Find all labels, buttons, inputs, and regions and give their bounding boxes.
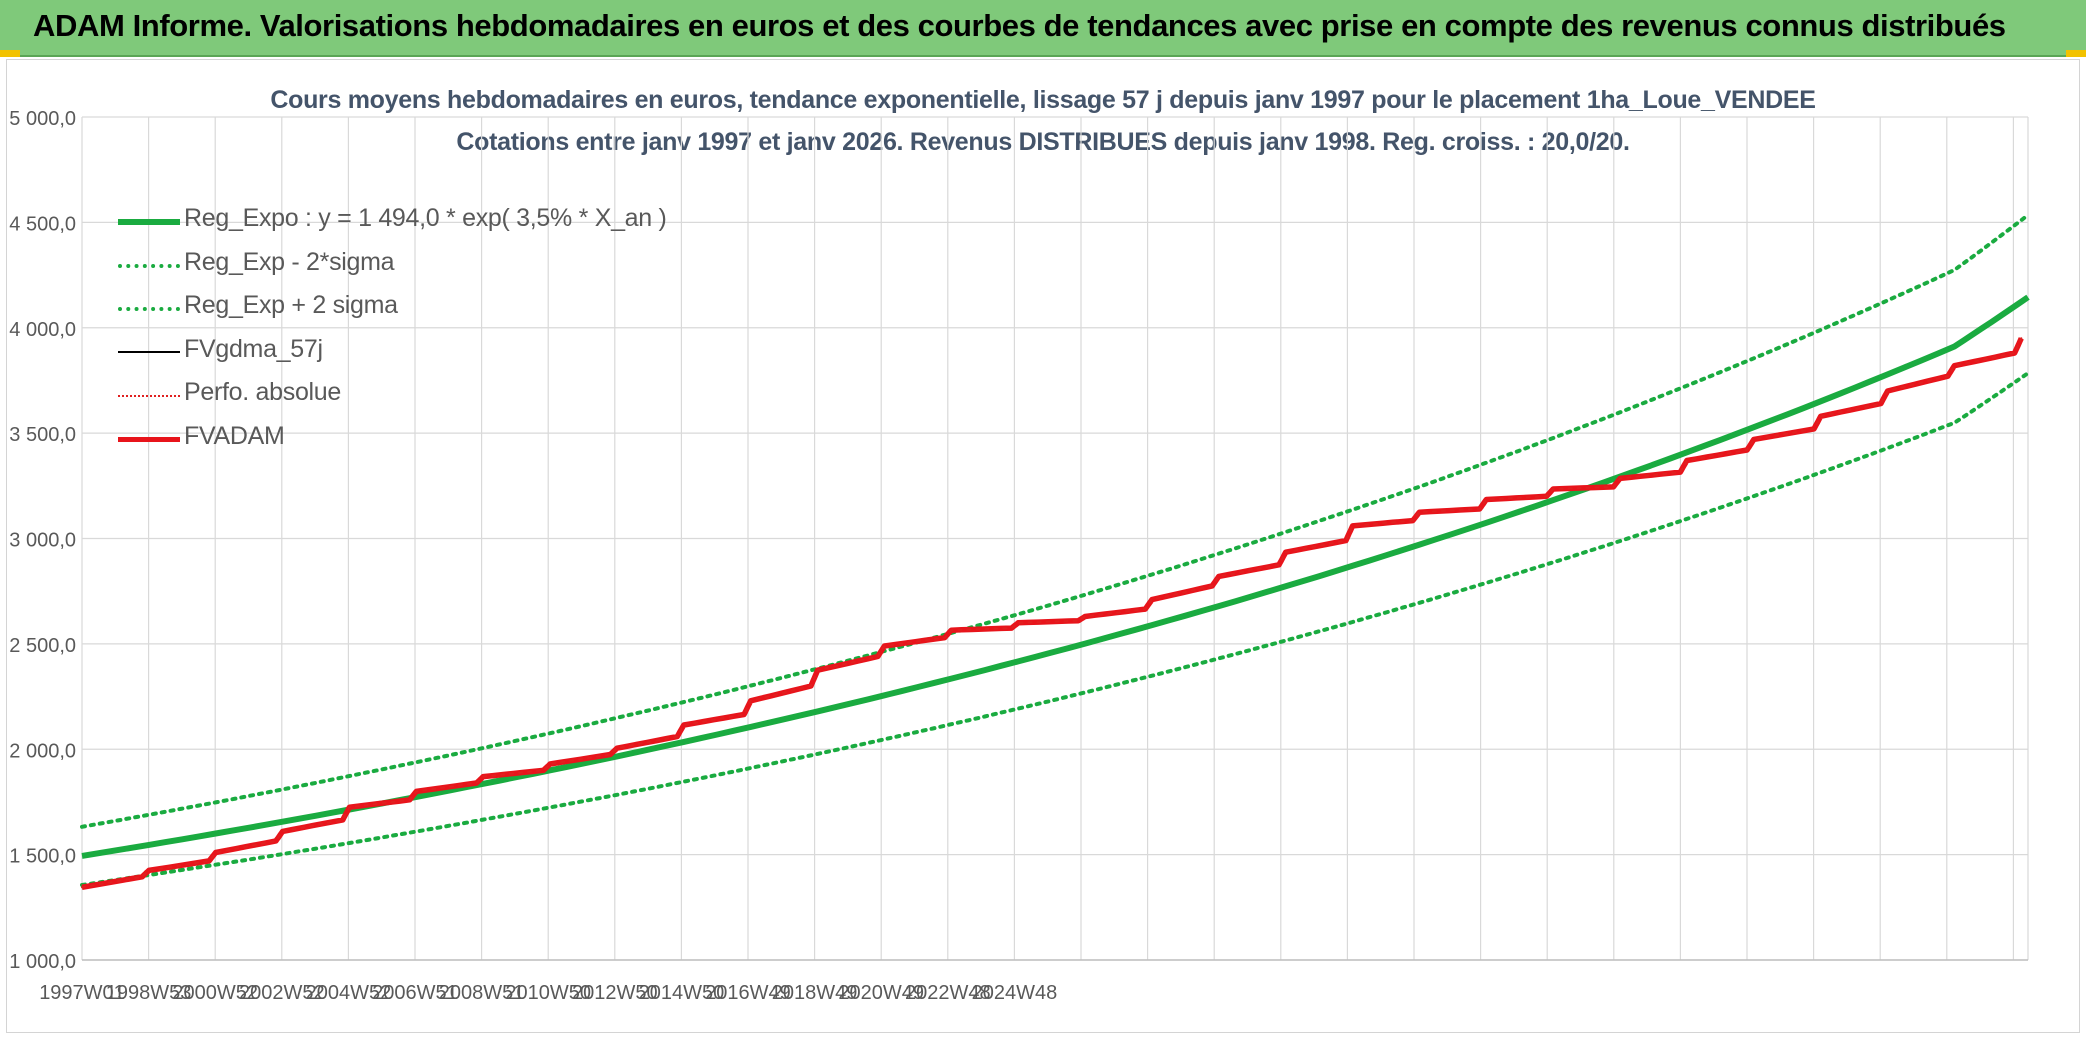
- report-title: ADAM Informe. Valorisations hebdomadaire…: [33, 8, 2006, 43]
- x-tick-label: 2018W49: [772, 982, 858, 1004]
- x-tick-label: 2002W52: [239, 982, 325, 1004]
- x-tick-label: 2008W51: [439, 982, 525, 1004]
- corner-mark-right: [2066, 50, 2086, 57]
- y-tick-label: 5 000,0: [9, 108, 76, 130]
- x-tick-label: 2004W52: [306, 982, 392, 1004]
- legend-swatch: [118, 307, 180, 311]
- fvadam-line: [81, 337, 2024, 891]
- legend-swatch: [118, 263, 180, 268]
- x-tick-label: 2014W50: [639, 982, 725, 1004]
- legend-label: FVgdma_57j: [184, 334, 323, 363]
- x-tick-label: 2024W48: [972, 982, 1058, 1004]
- x-tick-label: 2022W48: [905, 982, 991, 1004]
- legend-label: FVADAM: [184, 421, 285, 450]
- reg-exp-plus-2sigma-line: [80, 213, 2030, 829]
- x-tick-label: 2016W49: [705, 982, 791, 1004]
- corner-mark-left: [0, 50, 20, 57]
- y-tick-label: 4 500,0: [9, 213, 76, 235]
- x-tick-label: 2012W50: [572, 982, 658, 1004]
- reg-expo-line: [81, 294, 2030, 859]
- legend-swatch: [118, 436, 180, 442]
- chart-frame: [6, 59, 2080, 1033]
- reg-exp-minus-2sigma-line: [80, 371, 2030, 887]
- y-tick-label: 2 000,0: [9, 740, 76, 762]
- report-banner: ADAM Informe. Valorisations hebdomadaire…: [0, 0, 2086, 57]
- legend-label: Perfo. absolue: [184, 378, 342, 406]
- chart-subtitle: Cotations entre janv 1997 et janv 2026. …: [456, 128, 1630, 156]
- y-tick-label: 3 500,0: [9, 424, 76, 446]
- y-tick-label: 2 500,0: [9, 635, 76, 657]
- y-tick-label: 1 500,0: [9, 846, 76, 868]
- legend-label: Reg_Exp + 2 sigma: [184, 291, 398, 319]
- x-tick-label: 2000W52: [172, 982, 258, 1004]
- x-tick-label: 1997W01: [39, 982, 125, 1004]
- x-tick-label: 2020W49: [838, 982, 924, 1004]
- legend-label: Reg_Expo : y = 1 494,0 * exp( 3,5% * X_a…: [184, 204, 667, 232]
- x-tick-label: 2010W50: [505, 982, 591, 1004]
- legend-swatch: [118, 351, 180, 354]
- legend-label: Reg_Exp - 2*sigma: [184, 247, 395, 276]
- y-tick-label: 4 000,0: [9, 319, 76, 341]
- chart-title: Cours moyens hebdomadaires en euros, ten…: [270, 86, 1816, 114]
- x-tick-label: 2006W51: [372, 982, 458, 1004]
- legend-swatch: [118, 219, 180, 225]
- x-tick-label: 1998W53: [106, 982, 192, 1004]
- legend-swatch: [118, 395, 180, 397]
- y-tick-label: 1 000,0: [9, 951, 76, 973]
- y-tick-label: 3 000,0: [9, 530, 76, 552]
